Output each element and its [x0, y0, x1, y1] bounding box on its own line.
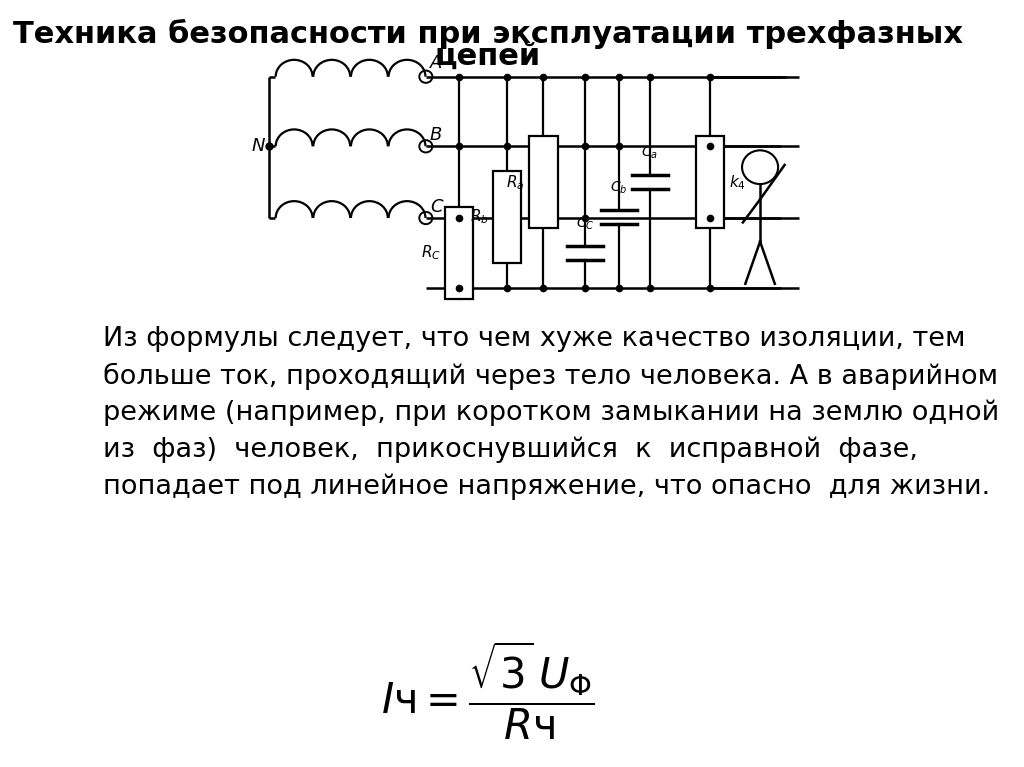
Text: Из формулы следует, что чем хуже качество изоляции, тем: Из формулы следует, что чем хуже качеств…: [102, 326, 966, 352]
Text: $\mathit{I}\mathsf{ч} = \dfrac{\sqrt{3}\,U_{\mathsf{\Phi}}}{R\mathsf{ч}}$: $\mathit{I}\mathsf{ч} = \dfrac{\sqrt{3}\…: [381, 639, 595, 742]
Text: B: B: [430, 126, 442, 143]
Text: $C_a$: $C_a$: [641, 145, 658, 162]
Text: больше ток, проходящий через тело человека. А в аварийном: больше ток, проходящий через тело челове…: [102, 363, 998, 390]
Text: N: N: [252, 137, 265, 155]
Text: Техника безопасности при эксплуатации трехфазных: Техника безопасности при эксплуатации тр…: [13, 19, 963, 49]
Text: A: A: [430, 54, 442, 72]
Text: цепей: цепей: [435, 42, 541, 71]
Text: $R_b$: $R_b$: [470, 208, 488, 226]
Text: $C_C$: $C_C$: [577, 216, 595, 232]
Text: $k_4$: $k_4$: [728, 173, 745, 192]
Bar: [529, 137, 558, 229]
Text: попадает под линейное напряжение, что опасно  для жизни.: попадает под линейное напряжение, что оп…: [102, 473, 990, 500]
Text: $R_C$: $R_C$: [421, 243, 440, 262]
Text: $C_b$: $C_b$: [610, 179, 628, 196]
Text: C: C: [430, 198, 442, 216]
Text: из  фаз)  человек,  прикоснувшийся  к  исправной  фазе,: из фаз) человек, прикоснувшийся к исправ…: [102, 436, 918, 463]
Bar: [695, 137, 724, 229]
Text: $R_a$: $R_a$: [507, 173, 525, 192]
Bar: [444, 207, 473, 299]
Bar: [493, 171, 521, 263]
Text: режиме (например, при коротком замыкании на землю одной: режиме (например, при коротком замыкании…: [102, 400, 999, 426]
